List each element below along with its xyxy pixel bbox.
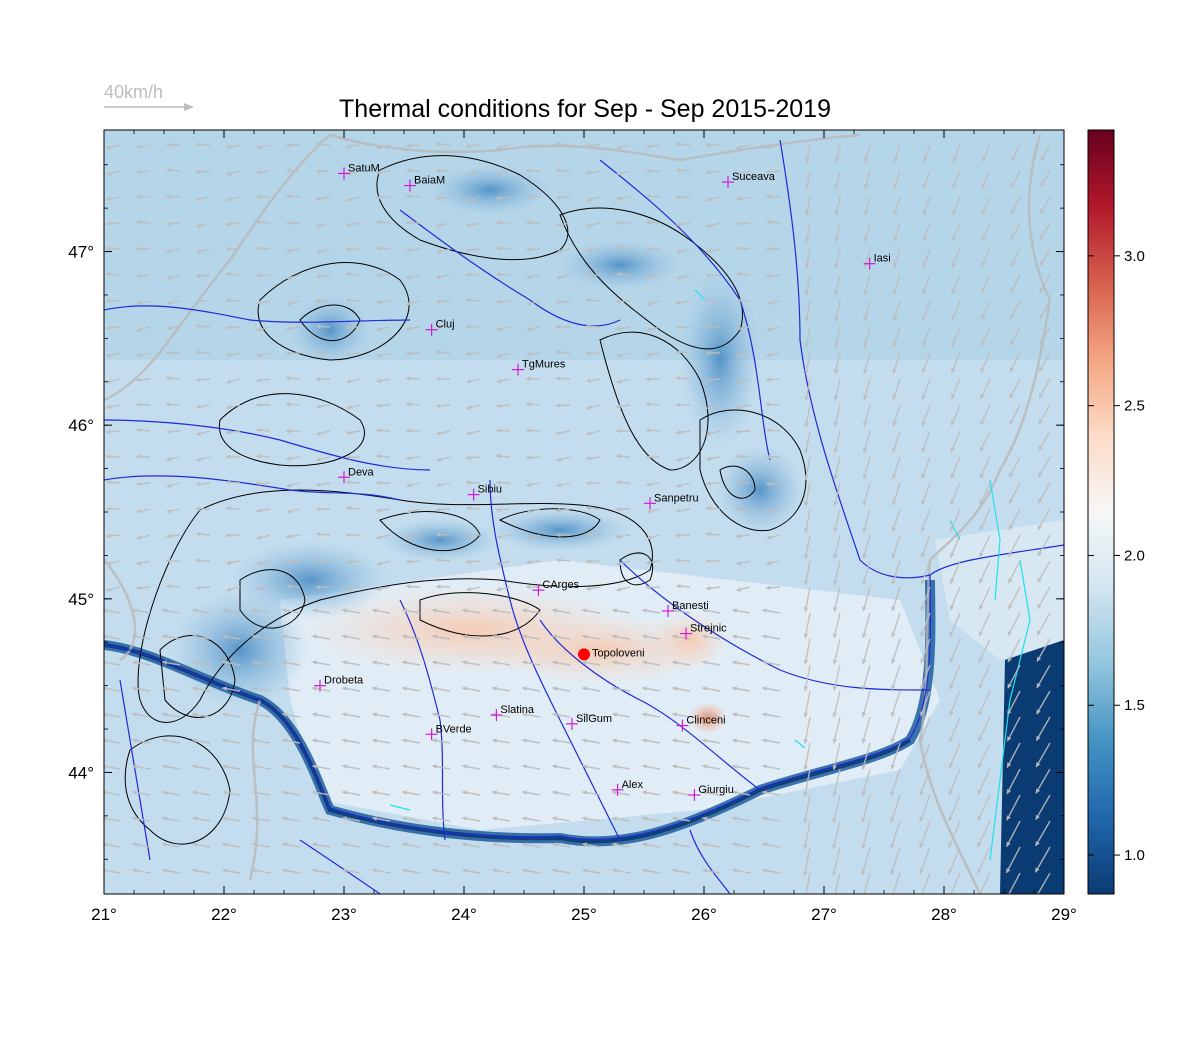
- lat-tick-label: 44°: [68, 763, 94, 782]
- colorbar-tick-label: 1.5: [1124, 697, 1145, 714]
- lon-tick-label: 25°: [571, 905, 597, 924]
- colorbar-tick-label: 1.0: [1124, 847, 1145, 864]
- city-label: Sanpetru: [654, 492, 699, 504]
- city-label: Iasi: [874, 253, 891, 265]
- lat-tick-label: 45°: [68, 590, 94, 609]
- lon-tick-label: 22°: [211, 905, 237, 924]
- city-label: TgMures: [522, 359, 566, 371]
- longitude-tick-labels: 21° 22° 23° 24° 25° 26° 27° 28° 29°: [91, 905, 1077, 924]
- city-label: Deva: [348, 466, 375, 478]
- city-label: Cluj: [436, 319, 455, 331]
- colorbar-tick-label: 2.0: [1124, 547, 1145, 564]
- city-label: Suceava: [732, 171, 776, 183]
- chart-title: Thermal conditions for Sep - Sep 2015-20…: [339, 95, 831, 123]
- wind-scale-label: 40km/h: [104, 82, 163, 102]
- city-label: Giurgiu: [698, 784, 733, 796]
- city-label: Slatina: [500, 704, 535, 716]
- lon-tick-label: 29°: [1051, 905, 1077, 924]
- lon-tick-label: 23°: [331, 905, 357, 924]
- lon-tick-label: 27°: [811, 905, 837, 924]
- city-label: Drobeta: [324, 675, 364, 687]
- black-sea: [1000, 640, 1064, 894]
- lon-tick-label: 24°: [451, 905, 477, 924]
- colorbar: 1.0 1.5 2.0 2.5 3.0: [1088, 130, 1145, 894]
- city-label: Clinceni: [686, 715, 725, 727]
- city-label: BVerde: [436, 723, 472, 735]
- city-label: SilGum: [576, 713, 612, 725]
- colorbar-gradient: [1088, 130, 1114, 894]
- city-label: Alex: [622, 779, 644, 791]
- highlight-dot: [578, 648, 590, 660]
- latitude-tick-labels: 44° 45° 46° 47°: [68, 243, 94, 783]
- colorbar-tick-label: 3.0: [1124, 248, 1145, 265]
- lat-tick-label: 47°: [68, 243, 94, 262]
- wind-scale-arrow: [104, 103, 194, 111]
- lon-tick-label: 28°: [931, 905, 957, 924]
- map-panel: [102, 130, 1064, 902]
- city-label: CArges: [542, 579, 579, 591]
- lon-tick-label: 26°: [691, 905, 717, 924]
- lon-tick-label: 21°: [91, 905, 117, 924]
- colorbar-tick-label: 2.5: [1124, 398, 1145, 415]
- city-label: SatuM: [348, 162, 380, 174]
- city-label: Banesti: [672, 600, 709, 612]
- city-label: Strejnic: [690, 623, 727, 635]
- city-label: Sibiu: [478, 484, 502, 496]
- lat-tick-label: 46°: [68, 416, 94, 435]
- city-label: BaiaM: [414, 175, 445, 187]
- highlight-label: Topoloveni: [592, 647, 645, 659]
